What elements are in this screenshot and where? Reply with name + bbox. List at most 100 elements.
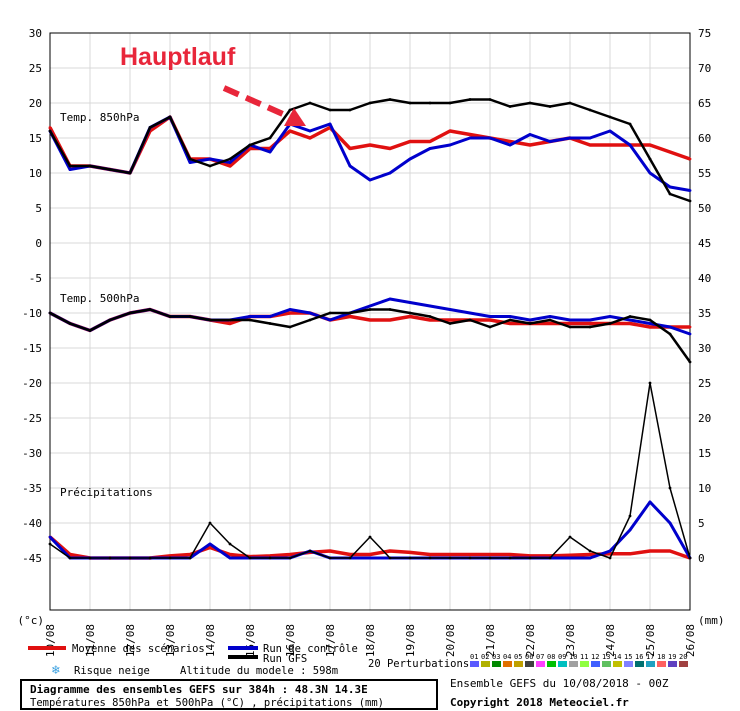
- x-tick-label: 26/08: [684, 624, 697, 657]
- series-point: [368, 308, 372, 311]
- series-point: [668, 521, 672, 525]
- right-unit-label: (mm): [698, 614, 725, 627]
- series-point: [428, 147, 432, 150]
- y2-tick-label: 5: [698, 517, 705, 530]
- series-point: [668, 192, 672, 196]
- series-point: [568, 556, 572, 560]
- series-point: [388, 171, 392, 175]
- series-point: [468, 311, 472, 315]
- perturbation-swatch: [536, 661, 545, 667]
- y-tick-label: -25: [22, 412, 42, 425]
- series-point: [48, 542, 52, 546]
- series-point: [308, 549, 312, 553]
- series-point: [488, 325, 492, 329]
- series-point: [628, 318, 632, 322]
- series-point: [188, 161, 192, 164]
- series-point: [548, 322, 552, 325]
- series-point: [568, 101, 572, 105]
- x-tick-label: 20/08: [444, 624, 457, 657]
- perturbation-number: 02: [481, 653, 489, 661]
- perturbation-swatch: [525, 661, 534, 667]
- precip-label: Précipitations: [60, 486, 153, 499]
- series-point: [628, 528, 632, 532]
- perturbation-swatch: [492, 661, 501, 667]
- series-point: [488, 315, 492, 318]
- series-point: [468, 133, 472, 136]
- series-point: [388, 556, 392, 560]
- y-tick-label: -20: [22, 377, 42, 390]
- y-tick-label: 30: [29, 27, 42, 40]
- series-point: [448, 101, 452, 105]
- x-tick-label: 10/08: [44, 624, 57, 657]
- series-point: [608, 549, 612, 553]
- series-point: [388, 318, 392, 322]
- perturbation-number: 01: [470, 653, 478, 661]
- series-point: [228, 556, 232, 560]
- x-tick-label: 24/08: [604, 624, 617, 657]
- series-point: [128, 171, 132, 175]
- series-point: [488, 98, 492, 101]
- perturbation-number: 14: [613, 653, 621, 661]
- series-point: [628, 514, 632, 518]
- series-point: [108, 318, 112, 322]
- series-point: [648, 157, 652, 161]
- perturbation-number: 18: [657, 653, 665, 661]
- series-point: [228, 157, 232, 161]
- series-point: [148, 556, 152, 560]
- series-point: [608, 129, 612, 133]
- perturbation-number: 05: [514, 653, 522, 661]
- x-tick-label: 14/08: [204, 624, 217, 657]
- perturbation-swatch: [481, 661, 490, 667]
- series-point: [568, 322, 572, 325]
- series-point: [508, 556, 512, 560]
- series-point: [308, 101, 312, 105]
- series-point: [468, 98, 472, 101]
- y-tick-label: -15: [22, 342, 42, 355]
- series-point: [508, 315, 512, 318]
- series-point: [388, 308, 392, 311]
- series-point: [588, 108, 592, 112]
- series-point: [208, 164, 212, 168]
- series-point: [368, 101, 372, 105]
- series-point: [688, 325, 692, 329]
- series-point: [488, 556, 492, 560]
- perturbation-number: 04: [503, 653, 511, 661]
- y2-tick-label: 10: [698, 482, 711, 495]
- series-point: [528, 318, 532, 322]
- perturbation-number: 08: [547, 653, 555, 661]
- series-point: [688, 360, 692, 364]
- series-point: [228, 161, 232, 164]
- series-point: [468, 136, 472, 140]
- series-point: [288, 108, 292, 112]
- y-tick-label: -30: [22, 447, 42, 460]
- series-point: [448, 308, 452, 311]
- t850-label: Temp. 850hPa: [60, 111, 139, 124]
- perturbation-swatch: [503, 661, 512, 667]
- series-point: [568, 553, 572, 557]
- series-point: [508, 553, 512, 556]
- series-point: [208, 546, 212, 549]
- series-point: [648, 549, 652, 553]
- series-point: [288, 553, 292, 556]
- series-point: [648, 318, 652, 322]
- series-point: [688, 189, 692, 192]
- series-point: [188, 556, 192, 560]
- series-point: [288, 556, 292, 560]
- legend-control-label: Run de contrôle: [263, 643, 358, 655]
- series-point: [228, 318, 232, 322]
- series-point: [248, 315, 252, 318]
- x-tick-label: 25/08: [644, 624, 657, 657]
- series-point: [108, 168, 112, 171]
- y-tick-label: -35: [22, 482, 42, 495]
- series-point: [688, 157, 692, 161]
- series-point: [428, 556, 432, 560]
- annotation-arrow-head: [284, 108, 306, 126]
- series-point: [168, 556, 172, 560]
- series-point: [108, 556, 112, 560]
- series-point: [408, 556, 412, 560]
- x-tick-label: 18/08: [364, 624, 377, 657]
- series-point: [48, 126, 52, 129]
- y2-tick-label: 65: [698, 97, 711, 110]
- series-point: [368, 535, 372, 539]
- legend-perturbations-label: 20 Perturbations: [368, 658, 469, 670]
